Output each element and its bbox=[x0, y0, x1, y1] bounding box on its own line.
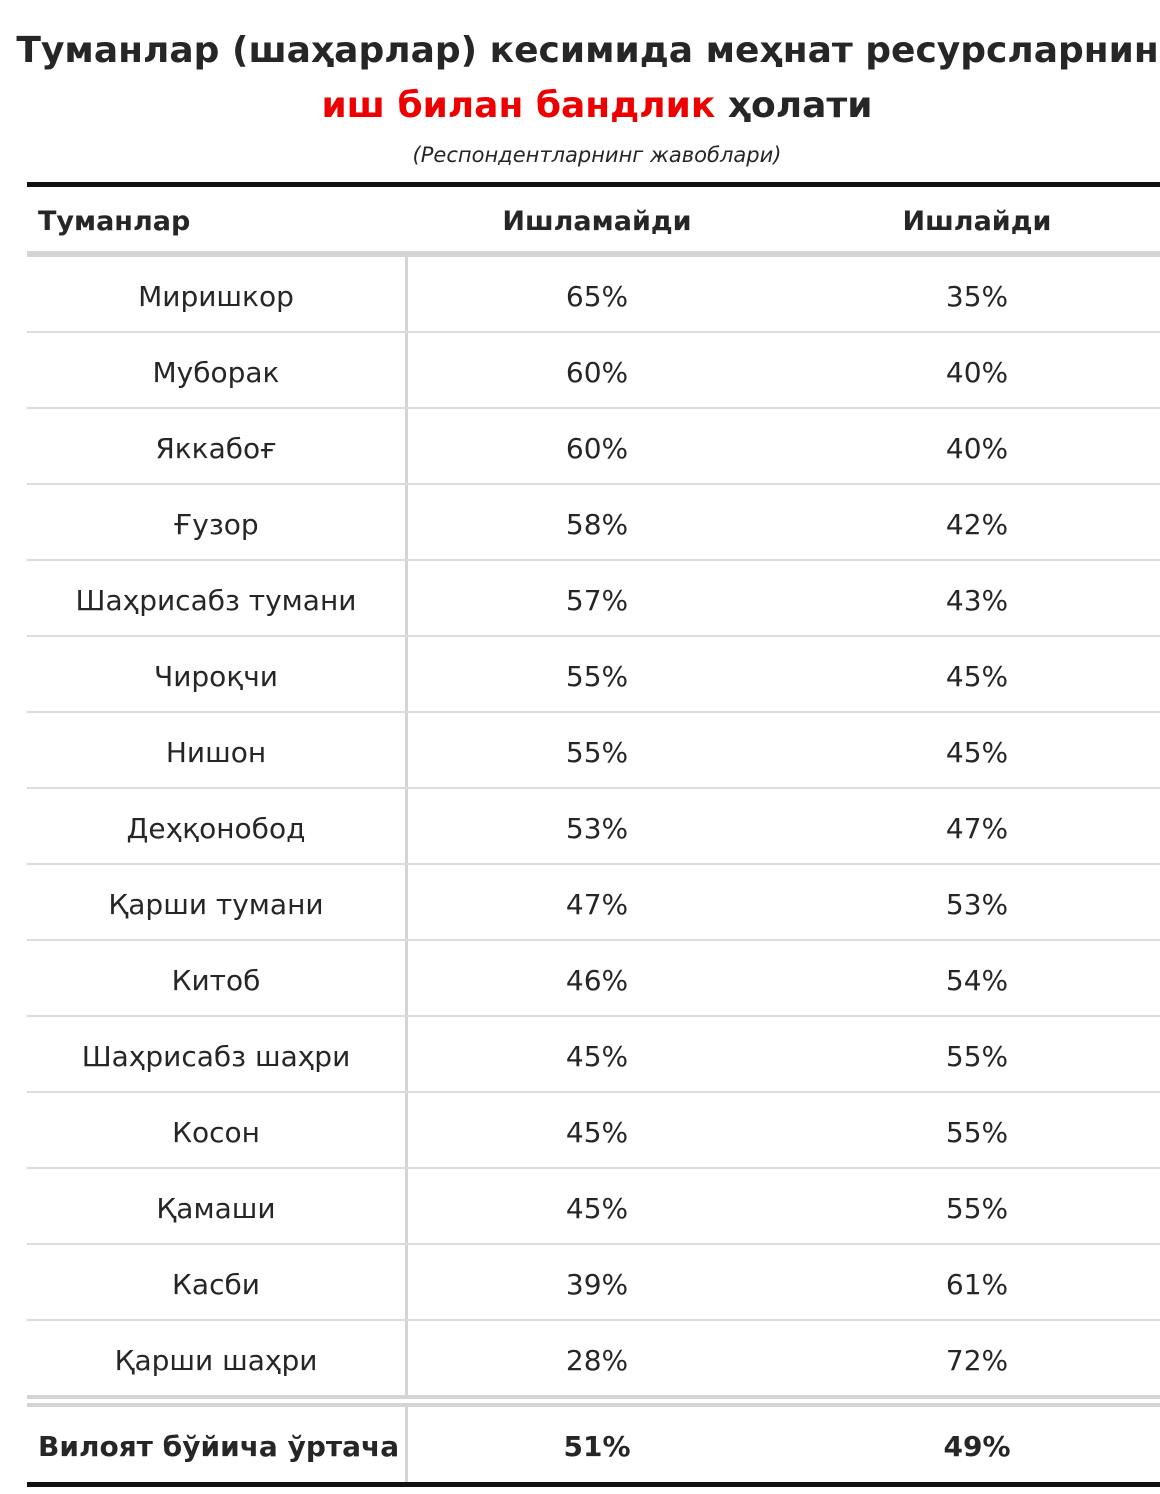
table-row: Шаҳрисабз тумани 57% 43% bbox=[27, 561, 1160, 637]
table-bottom-border bbox=[27, 1482, 1160, 1487]
row-district: Яккабоғ bbox=[155, 432, 277, 465]
row-district: Муборак bbox=[152, 356, 280, 389]
row-working: 42% bbox=[945, 508, 1009, 541]
row-divider bbox=[27, 331, 1160, 333]
row-district: Шаҳрисабз тумани bbox=[75, 584, 357, 617]
row-not-working: 46% bbox=[565, 964, 629, 997]
row-not-working: 55% bbox=[565, 736, 629, 769]
row-not-working: 60% bbox=[565, 432, 629, 465]
table-row: Касби 39% 61% bbox=[27, 1245, 1160, 1321]
row-working: 61% bbox=[945, 1268, 1009, 1301]
row-divider bbox=[27, 787, 1160, 789]
title-rest: ҳолати bbox=[715, 85, 873, 126]
row-divider bbox=[27, 559, 1160, 561]
row-not-working: 60% bbox=[565, 356, 629, 389]
row-district: Деҳқонобод bbox=[126, 812, 306, 845]
row-district: Нишон bbox=[165, 736, 267, 769]
table-row: Китоб 46% 54% bbox=[27, 941, 1160, 1017]
row-divider bbox=[27, 1243, 1160, 1245]
row-not-working: 53% bbox=[565, 812, 629, 845]
row-working: 45% bbox=[945, 660, 1009, 693]
table-row: Миришкор 65% 35% bbox=[27, 257, 1160, 333]
row-working: 45% bbox=[945, 736, 1009, 769]
table-row: Косон 45% 55% bbox=[27, 1093, 1160, 1169]
row-divider bbox=[27, 635, 1160, 637]
total-not-working: 51% bbox=[563, 1430, 631, 1463]
row-not-working: 58% bbox=[565, 508, 629, 541]
row-district: Ғузор bbox=[173, 508, 259, 541]
table-row: Қарши шаҳри 28% 72% bbox=[27, 1321, 1160, 1397]
table-row: Қамаши 45% 55% bbox=[27, 1169, 1160, 1245]
table-row: Муборак 60% 40% bbox=[27, 333, 1160, 409]
row-not-working: 57% bbox=[565, 584, 629, 617]
row-divider bbox=[27, 939, 1160, 941]
row-district: Қарши шаҳри bbox=[114, 1344, 318, 1377]
table-row: Шаҳрисабз шаҳри 45% 55% bbox=[27, 1017, 1160, 1093]
page-title: Туманлар (шаҳарлар) кесимида меҳнат ресу… bbox=[16, 30, 1160, 71]
title-highlight: иш билан бандлик bbox=[321, 85, 716, 126]
total-divider-top bbox=[27, 1395, 1160, 1399]
table-row: Деҳқонобод 53% 47% bbox=[27, 789, 1160, 865]
table-row: Яккабоғ 60% 40% bbox=[27, 409, 1160, 485]
row-district: Шаҳрисабз шаҳри bbox=[81, 1040, 351, 1073]
row-divider bbox=[27, 1091, 1160, 1093]
row-divider bbox=[27, 1015, 1160, 1017]
column-divider bbox=[405, 257, 408, 1397]
table-row: Нишон 55% 45% bbox=[27, 713, 1160, 789]
row-working: 54% bbox=[945, 964, 1009, 997]
row-divider bbox=[27, 1319, 1160, 1321]
page-title-line2: иш билан бандлик ҳолати bbox=[0, 86, 1160, 126]
row-working: 40% bbox=[945, 356, 1009, 389]
header-divider bbox=[27, 251, 1160, 257]
row-working: 43% bbox=[945, 584, 1009, 617]
total-column-divider bbox=[405, 1406, 408, 1483]
row-not-working: 55% bbox=[565, 660, 629, 693]
row-divider bbox=[27, 863, 1160, 865]
row-district: Китоб bbox=[171, 964, 261, 997]
row-not-working: 45% bbox=[565, 1040, 629, 1073]
row-not-working: 45% bbox=[565, 1116, 629, 1149]
row-working: 47% bbox=[945, 812, 1009, 845]
row-not-working: 39% bbox=[565, 1268, 629, 1301]
row-district: Чироқчи bbox=[154, 660, 278, 693]
row-district: Қамаши bbox=[156, 1192, 276, 1225]
row-not-working: 45% bbox=[565, 1192, 629, 1225]
row-working: 53% bbox=[945, 888, 1009, 921]
row-working: 40% bbox=[945, 432, 1009, 465]
row-divider bbox=[27, 407, 1160, 409]
row-not-working: 47% bbox=[565, 888, 629, 921]
total-working: 49% bbox=[943, 1430, 1011, 1463]
total-divider-bottom bbox=[27, 1403, 1160, 1407]
row-divider bbox=[27, 711, 1160, 713]
total-label: Вилоят бўйича ўртача bbox=[38, 1430, 400, 1463]
header-not-working: Ишламайди bbox=[502, 206, 692, 237]
row-working: 55% bbox=[945, 1116, 1009, 1149]
row-working: 35% bbox=[945, 280, 1009, 313]
table-row: Чироқчи 55% 45% bbox=[27, 637, 1160, 713]
row-not-working: 65% bbox=[565, 280, 629, 313]
row-divider bbox=[27, 483, 1160, 485]
table-row: Қарши тумани 47% 53% bbox=[27, 865, 1160, 941]
row-working: 72% bbox=[945, 1344, 1009, 1377]
table-body: Миришкор 65% 35% Муборак 60% 40% Яккабоғ 60% 40%… bbox=[27, 257, 1160, 1397]
subtitle: (Респондентларнинг жавоблари) bbox=[412, 143, 782, 167]
table-top-border bbox=[27, 182, 1160, 187]
row-divider bbox=[27, 1167, 1160, 1169]
total-row: Вилоят бўйича ўртача 51% 49% bbox=[27, 1407, 1160, 1483]
row-district: Касби bbox=[172, 1268, 260, 1301]
header-district: Туманлар bbox=[38, 206, 191, 237]
header-working: Ишлайди bbox=[902, 206, 1052, 237]
row-working: 55% bbox=[945, 1192, 1009, 1225]
table-row: Ғузор 58% 42% bbox=[27, 485, 1160, 561]
row-district: Миришкор bbox=[138, 280, 294, 313]
row-working: 55% bbox=[945, 1040, 1009, 1073]
row-not-working: 28% bbox=[565, 1344, 629, 1377]
row-district: Косон bbox=[172, 1116, 260, 1149]
row-district: Қарши тумани bbox=[108, 888, 324, 921]
